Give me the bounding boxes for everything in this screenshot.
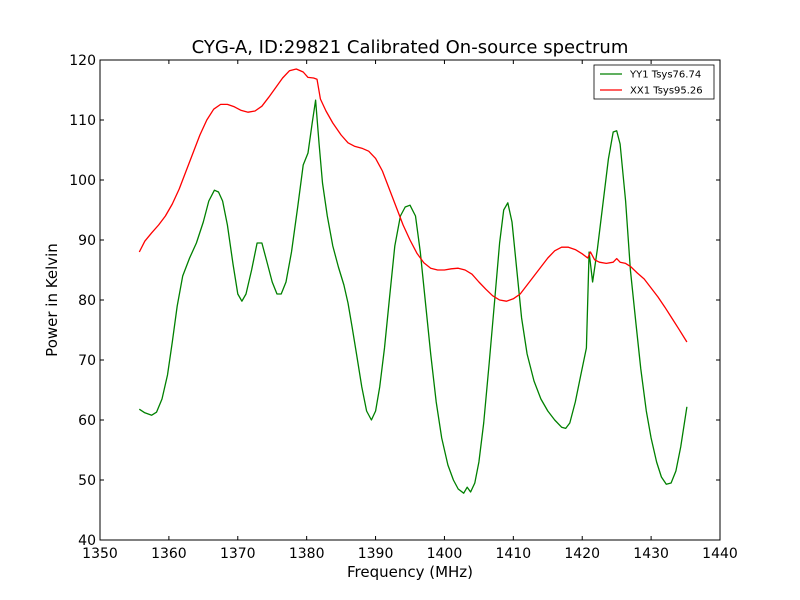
- legend: YY1 Tsys76.74 XX1 Tsys95.26: [593, 64, 715, 100]
- series-lines: [138, 68, 688, 494]
- y-tick-label: 70: [78, 353, 96, 369]
- plot-frame: [99, 59, 721, 541]
- chart-title: CYG-A, ID:29821 Calibrated On-source spe…: [192, 37, 629, 58]
- y-tick-label: 40: [78, 533, 96, 549]
- y-tick-label: 50: [78, 473, 96, 489]
- x-tick-label: 1440: [702, 546, 738, 562]
- y-tick-label: 60: [78, 413, 96, 429]
- x-tick-label: 1400: [427, 546, 463, 562]
- legend-box: [593, 64, 715, 100]
- x-tick-label: 1350: [82, 546, 118, 562]
- legend-label-yy1: YY1 Tsys76.74: [629, 70, 701, 81]
- x-tick-label: 1370: [220, 546, 256, 562]
- x-tick-label: 1360: [151, 546, 187, 562]
- legend-label-xx1: XX1 Tsys95.26: [630, 86, 703, 97]
- series-line-yy1: [138, 99, 688, 494]
- y-tick-label: 110: [69, 113, 96, 129]
- x-tick-label: 1410: [496, 546, 532, 562]
- x-tick-label: 1380: [289, 546, 325, 562]
- x-tick-label: 1420: [564, 546, 600, 562]
- y-tick-label: 90: [78, 233, 96, 249]
- axis-ticks: 1350 1360 1370 1380 1390 1400 1410 1420 1430 1440…: [69, 53, 738, 562]
- y-tick-label: 80: [78, 293, 96, 309]
- series-line-xx1: [138, 68, 688, 343]
- y-tick-label: 100: [69, 173, 96, 189]
- y-axis-title: Power in Kelvin: [43, 243, 61, 357]
- x-tick-label: 1390: [358, 546, 394, 562]
- x-tick-label: 1430: [633, 546, 669, 562]
- x-axis-title: Frequency (MHz): [347, 563, 473, 581]
- y-tick-label: 120: [69, 53, 96, 69]
